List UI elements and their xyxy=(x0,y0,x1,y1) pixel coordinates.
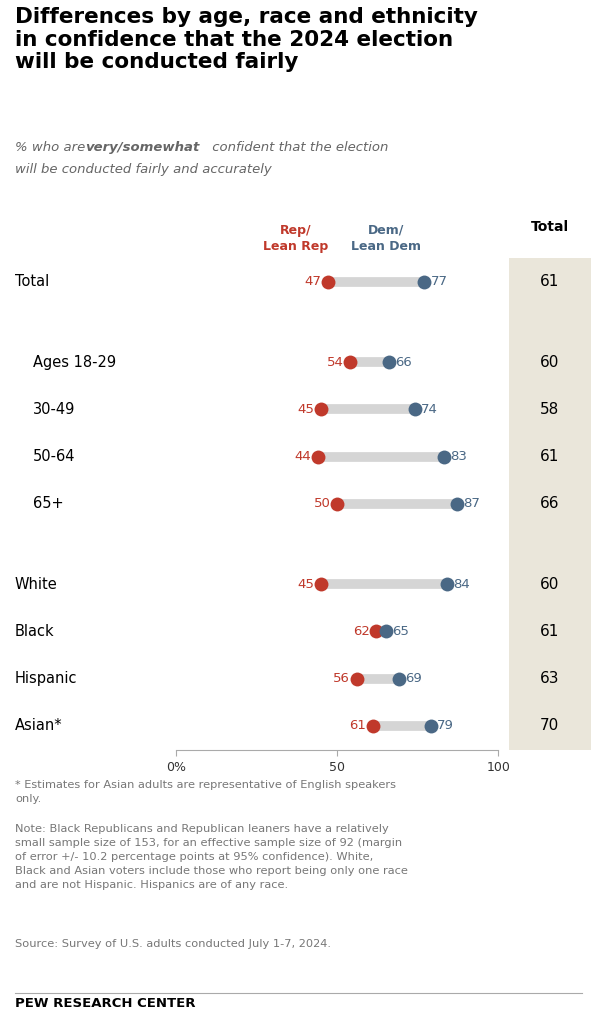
Text: Total: Total xyxy=(15,274,49,289)
Text: 65: 65 xyxy=(392,625,409,638)
Text: 66: 66 xyxy=(540,497,559,511)
Text: 69: 69 xyxy=(405,672,421,685)
Text: 66: 66 xyxy=(395,355,412,369)
Text: 63: 63 xyxy=(540,671,559,686)
Text: 70: 70 xyxy=(540,719,559,733)
Text: 47: 47 xyxy=(304,275,321,288)
Text: Dem/
Lean Dem: Dem/ Lean Dem xyxy=(350,224,421,253)
Text: 44: 44 xyxy=(295,450,312,463)
Text: White: White xyxy=(15,577,58,592)
Text: 56: 56 xyxy=(333,672,350,685)
Text: will be conducted fairly: will be conducted fairly xyxy=(15,52,298,73)
Text: 74: 74 xyxy=(421,402,438,416)
Text: Note: Black Republicans and Republican leaners have a relatively
small sample si: Note: Black Republicans and Republican l… xyxy=(15,824,408,890)
Text: Ages 18-29: Ages 18-29 xyxy=(33,354,116,370)
Text: * Estimates for Asian adults are representative of English speakers
only.: * Estimates for Asian adults are represe… xyxy=(15,780,396,804)
Text: 58: 58 xyxy=(540,401,559,417)
Text: 45: 45 xyxy=(298,578,315,591)
Text: 61: 61 xyxy=(540,624,559,639)
Text: 50-64: 50-64 xyxy=(33,450,75,464)
Text: 83: 83 xyxy=(450,450,467,463)
Text: Hispanic: Hispanic xyxy=(15,671,78,686)
Text: 65+: 65+ xyxy=(33,497,63,511)
Text: 50: 50 xyxy=(314,498,331,510)
Text: 84: 84 xyxy=(453,578,470,591)
Text: Total: Total xyxy=(531,220,569,234)
Text: PEW RESEARCH CENTER: PEW RESEARCH CENTER xyxy=(15,997,195,1011)
Text: 61: 61 xyxy=(540,450,559,464)
Text: 79: 79 xyxy=(437,720,454,732)
Text: Differences by age, race and ethnicity: Differences by age, race and ethnicity xyxy=(15,7,478,28)
Text: in confidence that the 2024 election: in confidence that the 2024 election xyxy=(15,30,453,50)
Text: Asian*: Asian* xyxy=(15,719,63,733)
Text: 77: 77 xyxy=(431,275,448,288)
Text: 54: 54 xyxy=(327,355,344,369)
Text: 87: 87 xyxy=(463,498,480,510)
Text: 62: 62 xyxy=(353,625,370,638)
Text: 60: 60 xyxy=(540,354,559,370)
Text: Source: Survey of U.S. adults conducted July 1-7, 2024.: Source: Survey of U.S. adults conducted … xyxy=(15,939,331,949)
Text: will be conducted fairly and accurately: will be conducted fairly and accurately xyxy=(15,163,272,176)
Text: 60: 60 xyxy=(540,577,559,592)
Text: 45: 45 xyxy=(298,402,315,416)
Text: Rep/
Lean Rep: Rep/ Lean Rep xyxy=(263,224,328,253)
Text: 30-49: 30-49 xyxy=(33,401,75,417)
Text: confident that the election: confident that the election xyxy=(208,141,388,155)
Text: Black: Black xyxy=(15,624,54,639)
Text: very/somewhat: very/somewhat xyxy=(85,141,199,155)
Text: % who are: % who are xyxy=(15,141,90,155)
Text: 61: 61 xyxy=(540,274,559,289)
Text: 61: 61 xyxy=(349,720,367,732)
